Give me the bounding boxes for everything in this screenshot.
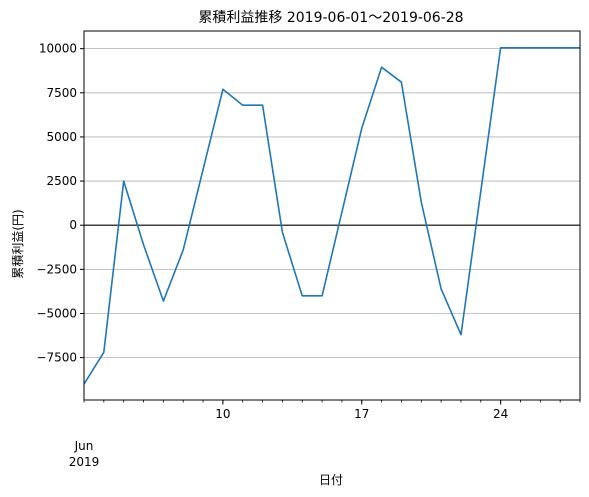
x-axis-label: 日付 (319, 473, 343, 487)
y-tick-label: 2500 (46, 174, 77, 188)
x-offset-month: Jun (74, 439, 94, 453)
y-axis-label: 累積利益(円) (10, 209, 25, 278)
y-tick-label: −2500 (36, 262, 77, 276)
x-axis-ticks: 10 17 24 (83, 400, 581, 421)
y-tick-label: 5000 (46, 130, 77, 144)
y-tick-label: −7500 (36, 351, 77, 365)
y-axis-ticks: −7500 −5000 −2500 0 2500 5000 7500 10000 (36, 42, 84, 365)
grid-lines (84, 48, 580, 359)
x-tick-label: 24 (493, 407, 508, 421)
x-tick-label: 17 (354, 407, 369, 421)
x-offset-year: 2019 (69, 455, 100, 469)
y-tick-label: 0 (69, 218, 77, 232)
series-line (83, 46, 580, 385)
plot-frame (83, 30, 581, 401)
x-tick-label: 10 (215, 407, 230, 421)
y-tick-label: 10000 (39, 42, 77, 56)
chart-title: 累積利益推移 2019-06-01〜2019-06-28 (198, 10, 463, 26)
y-tick-label: −5000 (36, 306, 77, 320)
series-lines (83, 46, 580, 385)
y-tick-label: 7500 (46, 86, 77, 100)
